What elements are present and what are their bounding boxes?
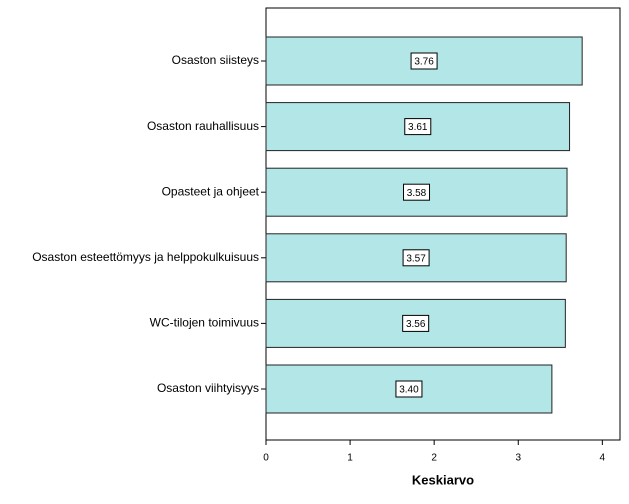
value-label: 3.40 xyxy=(399,385,419,396)
value-label-box xyxy=(410,52,438,70)
y-tick-label: Osaston esteettömyys ja helppokulkuisuus xyxy=(32,250,259,264)
value-label: 3.76 xyxy=(414,57,434,68)
x-tick-label: 0 xyxy=(263,453,269,464)
value-label-box xyxy=(403,183,431,201)
x-tick-label: 2 xyxy=(431,453,437,464)
y-tick-label: Osaston siisteys xyxy=(172,53,259,67)
value-label-box xyxy=(404,118,432,136)
value-label: 3.57 xyxy=(406,253,426,264)
value-label: 3.56 xyxy=(406,319,426,330)
value-label: 3.61 xyxy=(408,122,428,133)
y-tick-label: Osaston viihtyisyys xyxy=(157,381,259,395)
value-label-box xyxy=(402,314,430,332)
x-tick-label: 1 xyxy=(347,453,353,464)
plot-frame xyxy=(265,7,621,441)
x-tick-label: 3 xyxy=(515,453,521,464)
y-tick-label: Opasteet ja ohjeet xyxy=(162,184,260,198)
y-tick-label: WC-tilojen toimivuus xyxy=(150,316,259,330)
y-tick-label: Osaston rauhallisuus xyxy=(147,119,259,133)
x-axis-title: Keskiarvo xyxy=(412,472,474,487)
value-label-box xyxy=(395,380,423,398)
value-label: 3.58 xyxy=(407,188,427,199)
value-label-box xyxy=(402,249,430,267)
x-tick-label: 4 xyxy=(600,453,606,464)
